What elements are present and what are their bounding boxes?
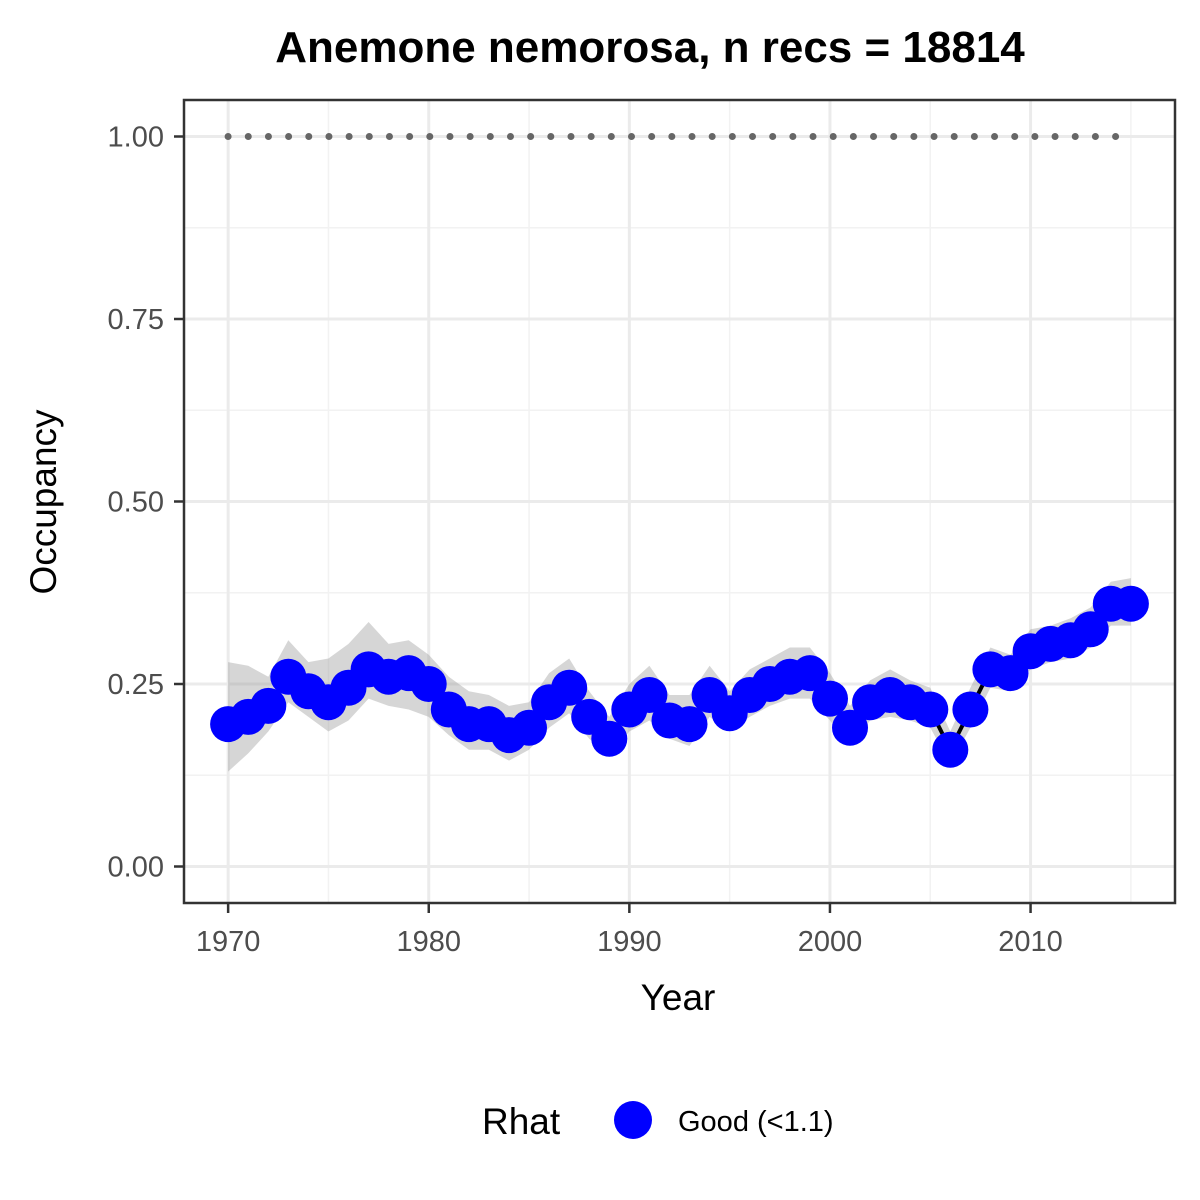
- data-point: [832, 709, 868, 746]
- data-point: [410, 666, 447, 702]
- x-axis-title: Year: [641, 977, 716, 1018]
- data-point: [1112, 585, 1149, 622]
- data-point: [791, 655, 828, 692]
- data-point: [952, 691, 989, 728]
- axes-layer: 0.00 0.25 0.50 0.75 1.00 1970 1980 1990 2000 2010: [108, 98, 1177, 958]
- x-tick-label: 1970: [196, 926, 261, 958]
- point-layer: [210, 585, 1149, 768]
- x-tick-label: 2010: [998, 926, 1063, 958]
- data-point: [912, 691, 949, 728]
- legend: Rhat Good (<1.1): [482, 1101, 834, 1142]
- legend-key-good: [614, 1101, 652, 1139]
- data-point: [932, 731, 969, 768]
- chart-title: Anemone nemorosa, n recs = 18814: [275, 23, 1025, 72]
- y-tick-label: 0.00: [108, 852, 164, 884]
- legend-label-good: Good (<1.1): [678, 1106, 834, 1138]
- y-tick-label: 0.50: [108, 487, 164, 519]
- y-tick-label: 1.00: [108, 122, 164, 154]
- data-point: [631, 677, 668, 713]
- legend-title: Rhat: [482, 1101, 561, 1142]
- x-tick-label: 1990: [597, 926, 662, 958]
- data-point: [511, 709, 547, 746]
- y-tick-label: 0.75: [108, 304, 164, 336]
- data-point: [812, 680, 848, 717]
- data-point: [671, 706, 708, 743]
- y-axis-title: Occupancy: [23, 409, 64, 595]
- data-point: [1072, 611, 1109, 648]
- y-tick-label: 0.25: [108, 669, 164, 701]
- data-point: [250, 687, 287, 724]
- data-point: [591, 720, 628, 757]
- grid-layer: [184, 100, 1175, 903]
- x-tick-label: 1980: [396, 926, 461, 958]
- data-point: [551, 669, 588, 706]
- x-tick-label: 2000: [798, 926, 863, 958]
